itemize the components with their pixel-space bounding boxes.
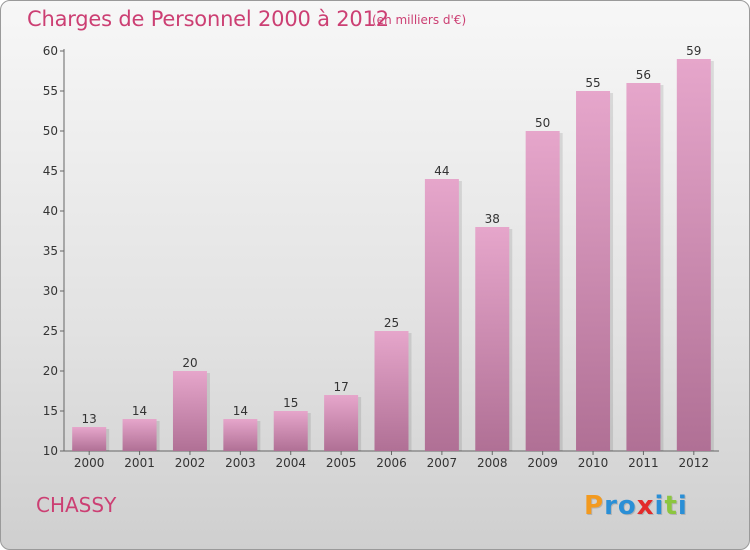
data-label: 14 [233, 404, 248, 418]
y-tick-label: 10 [43, 444, 58, 458]
y-tick-label: 30 [43, 284, 58, 298]
x-tick-label: 2005 [326, 456, 357, 470]
bar [172, 371, 207, 451]
bar [525, 131, 560, 451]
y-tick-label: 60 [43, 44, 58, 58]
data-label: 20 [182, 356, 197, 370]
proxiti-logo[interactable]: Proxiti [584, 491, 688, 521]
bars [72, 59, 714, 451]
bar [475, 227, 510, 451]
x-tick-label: 2010 [578, 456, 609, 470]
chart-title: Charges de Personnel 2000 à 2012 [27, 7, 389, 31]
x-tick-label: 2003 [225, 456, 256, 470]
data-label: 55 [585, 76, 600, 90]
x-tick-label: 2007 [427, 456, 458, 470]
data-label: 44 [434, 164, 449, 178]
data-label: 17 [333, 380, 348, 394]
x-tick-label: 2008 [477, 456, 508, 470]
logo-letter: o [617, 491, 637, 521]
logo-letter: r [604, 491, 618, 521]
x-tick-label: 2000 [74, 456, 105, 470]
data-label: 14 [132, 404, 147, 418]
bar [72, 427, 107, 451]
logo-letter: i [654, 491, 665, 521]
x-tick-label: 2009 [527, 456, 558, 470]
data-label: 25 [384, 316, 399, 330]
logo-letter: t [664, 491, 678, 521]
data-label: 56 [636, 68, 651, 82]
logo-letter: x [636, 491, 655, 521]
x-tick-label: 2012 [679, 456, 710, 470]
bar [223, 419, 258, 451]
logo-letter: P [584, 491, 605, 521]
bar [273, 411, 308, 451]
bar [122, 419, 157, 451]
commune-name: CHASSY [36, 493, 117, 517]
bar [324, 395, 359, 451]
bar [576, 91, 611, 451]
data-label: 59 [686, 44, 701, 58]
x-tick-label: 2001 [124, 456, 155, 470]
x-tick-label: 2002 [175, 456, 206, 470]
axes: 10 15 20 25 30 35 40 45 50 55 60 2000 2001 2002 2003 20… [43, 44, 719, 470]
y-tick-label: 15 [43, 404, 58, 418]
x-tick-label: 2004 [275, 456, 306, 470]
bar [374, 331, 409, 451]
y-tick-label: 35 [43, 244, 58, 258]
data-label: 50 [535, 116, 550, 130]
data-label: 13 [82, 412, 97, 426]
chart-subtitle: (en milliers d'€) [372, 13, 467, 27]
bar [626, 83, 661, 451]
y-tick-label: 40 [43, 204, 58, 218]
bar [424, 179, 459, 451]
y-tick-label: 25 [43, 324, 58, 338]
x-tick-label: 2006 [376, 456, 407, 470]
x-tick-label: 2011 [628, 456, 659, 470]
y-tick-label: 50 [43, 124, 58, 138]
y-tick-label: 20 [43, 364, 58, 378]
y-tick-label: 55 [43, 84, 58, 98]
logo-letter: i [677, 491, 688, 521]
data-label: 38 [485, 212, 500, 226]
data-labels: 13 14 20 14 15 17 25 44 38 50 55 56 59 [82, 44, 702, 426]
bar [676, 59, 711, 451]
y-tick-label: 45 [43, 164, 58, 178]
data-label: 15 [283, 396, 298, 410]
